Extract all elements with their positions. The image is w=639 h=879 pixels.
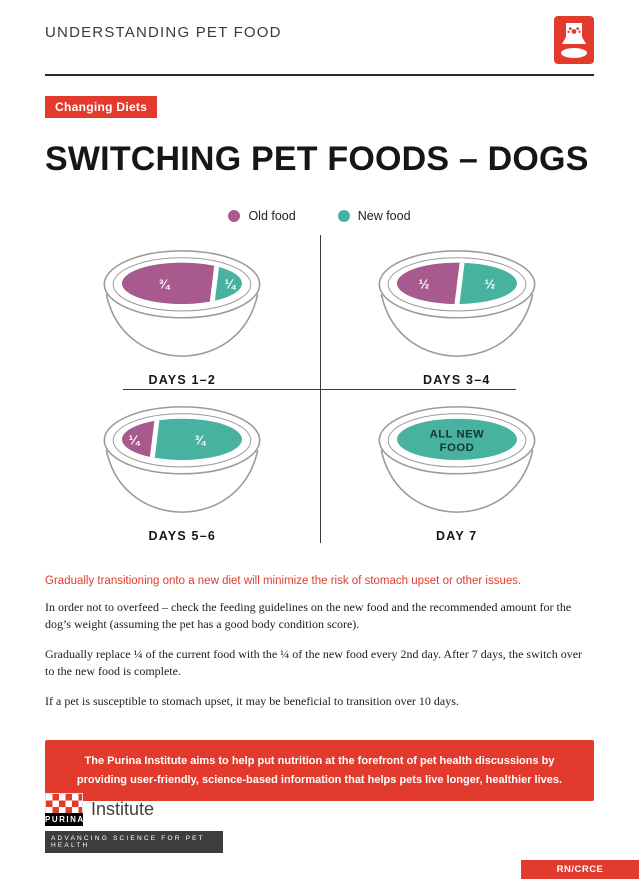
footer-tagline: Advancing Science for Pet Health [45, 831, 223, 853]
svg-text:½: ½ [484, 276, 495, 291]
legend: Old food New food [45, 209, 594, 223]
paragraph: If a pet is susceptible to stomach upset… [45, 693, 459, 708]
svg-text:½: ½ [418, 276, 429, 291]
purina-wordmark: PURINA [45, 813, 85, 826]
svg-text:¾: ¾ [195, 432, 207, 447]
paragraph: In order not to overfeed – check the fee… [45, 600, 572, 632]
header-rule [45, 74, 594, 76]
checkerboard-icon [45, 793, 83, 813]
institute-wordmark: Institute [91, 799, 155, 819]
grid-divider-horizontal [123, 389, 516, 390]
paragraph: Gradually replace ¼ of the current food … [45, 646, 583, 679]
svg-text:¼: ¼ [225, 276, 237, 291]
header: UNDERSTANDING PET FOOD [45, 16, 594, 68]
svg-text:¼: ¼ [129, 432, 141, 447]
old-food-dot-icon [228, 210, 241, 222]
svg-text:ALL NEW: ALL NEW [429, 428, 484, 440]
svg-text:¾: ¾ [159, 276, 171, 291]
footer-logo: PURINA Institute Advancing Science for P… [45, 793, 223, 853]
bowl-label: DAYS 1–2 [148, 373, 216, 387]
bowl-label: DAYS 3–4 [422, 373, 491, 387]
legend-old-label: Old food [248, 209, 296, 223]
highlight-sentence: Gradually transitioning onto a new diet … [45, 575, 522, 587]
pet-food-dispenser-icon [554, 16, 594, 64]
svg-text:FOOD: FOOD [439, 442, 474, 454]
page-title: SWITCHING PET FOODS – DOGS [45, 140, 589, 178]
bowl-label: DAYS 5–6 [148, 529, 216, 543]
section-badge: Changing Diets [45, 96, 158, 118]
header-title: UNDERSTANDING PET FOOD [45, 24, 282, 41]
legend-item-old-food: Old food [228, 209, 296, 223]
bowl-cell-day-7: ALL NEW FOOD DAY 7 [320, 389, 595, 545]
bowl-label: DAY 7 [436, 529, 478, 543]
purina-checkerboard-logo: PURINA [45, 793, 83, 826]
callout-box: The Purina Institute aims to help put nu… [45, 739, 594, 802]
new-food-dot-icon [337, 210, 350, 222]
legend-item-new-food: New food [337, 209, 411, 223]
body-copy: In order not to overfeed – check the fee… [45, 599, 594, 710]
corner-reference-tag: RN/CRCE [521, 860, 639, 879]
legend-new-label: New food [357, 209, 411, 223]
bowl-illustration-day-7: ALL NEW FOOD [378, 406, 536, 513]
